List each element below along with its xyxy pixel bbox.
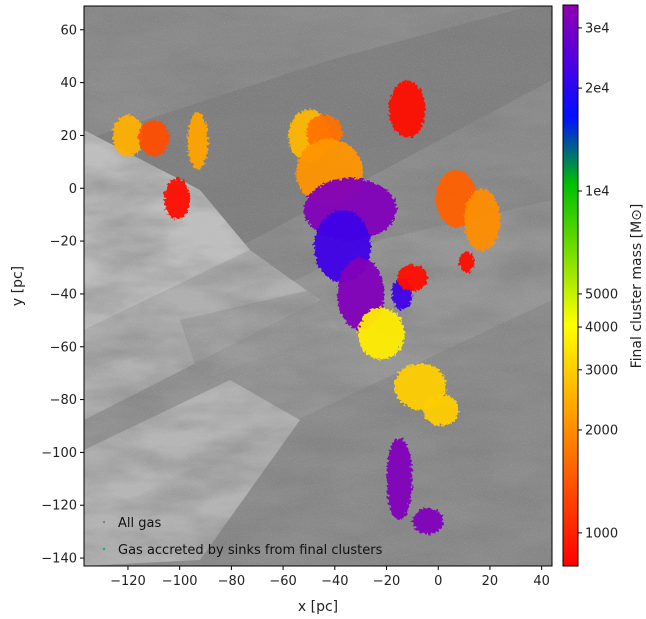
cluster-clump-core bbox=[164, 178, 191, 220]
y-tick-label: −60 bbox=[50, 340, 77, 355]
y-axis-ticks: 60 40 20 0 −20 −40 −60 −80 −100 −120 −140 bbox=[41, 23, 84, 567]
y-tick-label: 0 bbox=[69, 182, 77, 197]
x-tick-label: −120 bbox=[110, 574, 146, 589]
cluster-clump-core bbox=[422, 394, 459, 426]
y-tick-label: −20 bbox=[50, 235, 77, 250]
cluster-clump-core bbox=[386, 437, 413, 521]
colorbar-gradient bbox=[562, 4, 579, 567]
colorbar-tick-label: 5000 bbox=[585, 287, 618, 302]
colorbar-tick-label: 1e4 bbox=[585, 185, 610, 200]
cluster-clump bbox=[187, 112, 209, 170]
cluster-clump-core bbox=[464, 188, 501, 251]
x-tick-label: −20 bbox=[373, 574, 400, 589]
cluster-clump bbox=[386, 437, 413, 521]
cluster-clump-core bbox=[396, 265, 428, 292]
x-tick-label: −60 bbox=[269, 574, 296, 589]
y-tick-label: −120 bbox=[41, 499, 77, 514]
x-axis-label: x [pc] bbox=[298, 599, 338, 615]
y-tick-label: 40 bbox=[60, 76, 77, 91]
colorbar-ticks: 1000 2000 3000 4000 5000 1e4 2e4 3e4 bbox=[578, 21, 618, 541]
cluster-clump-core bbox=[389, 80, 426, 138]
x-tick-label: −40 bbox=[321, 574, 348, 589]
cluster-clump bbox=[396, 265, 428, 292]
x-axis-ticks: −120 −100 −80 −60 −40 −20 0 20 40 bbox=[110, 566, 550, 589]
y-tick-label: 20 bbox=[60, 129, 77, 144]
y-tick-label: 60 bbox=[60, 23, 77, 38]
cluster-clump bbox=[389, 80, 426, 138]
x-tick-label: 20 bbox=[482, 574, 499, 589]
cluster-clump bbox=[164, 178, 191, 220]
cluster-clump bbox=[458, 251, 475, 273]
colorbar-tick-label: 3000 bbox=[585, 363, 618, 378]
gas-background bbox=[84, 6, 552, 566]
y-axis-label: y [pc] bbox=[10, 266, 26, 306]
legend-label-all-gas: All gas bbox=[118, 516, 161, 531]
legend-label-accreted-gas: Gas accreted by sinks from final cluster… bbox=[118, 543, 383, 558]
y-tick-label: −140 bbox=[41, 552, 77, 567]
cluster-clump bbox=[358, 307, 405, 360]
legend: All gas Gas accreted by sinks from final… bbox=[102, 516, 383, 558]
cluster-clump bbox=[412, 508, 444, 535]
x-tick-label: 0 bbox=[434, 574, 442, 589]
cluster-clump-core bbox=[358, 307, 405, 360]
colorbar-label: Final cluster mass [M⊙] bbox=[629, 204, 645, 369]
cluster-clump bbox=[464, 188, 501, 251]
cluster-gas-points bbox=[112, 80, 501, 535]
cluster-clump bbox=[138, 119, 170, 157]
colorbar-tick-label: 1000 bbox=[585, 526, 618, 541]
x-tick-label: −80 bbox=[218, 574, 245, 589]
cluster-clump-core bbox=[112, 114, 144, 157]
cluster-clump-core bbox=[458, 251, 475, 273]
y-tick-label: −40 bbox=[50, 287, 77, 302]
plot-frame bbox=[83, 5, 553, 567]
colorbar-tick-label: 2e4 bbox=[585, 82, 610, 97]
y-tick-label: −80 bbox=[50, 393, 77, 408]
x-tick-label: 40 bbox=[533, 574, 550, 589]
y-tick-label: −100 bbox=[41, 446, 77, 461]
cluster-clump bbox=[422, 394, 459, 426]
colorbar: 1000 2000 3000 4000 5000 1e4 2e4 3e4 Final clus… bbox=[562, 4, 645, 567]
cluster-clump-core bbox=[412, 508, 444, 535]
colorbar-tick-label: 4000 bbox=[585, 321, 618, 336]
colorbar-tick-label: 2000 bbox=[585, 423, 618, 438]
legend-marker-accreted-gas bbox=[102, 547, 106, 551]
x-tick-label: −100 bbox=[162, 574, 198, 589]
legend-marker-all-gas bbox=[102, 520, 106, 524]
cluster-clump-core bbox=[138, 119, 170, 157]
cluster-clump-core bbox=[187, 112, 209, 170]
colorbar-tick-label: 3e4 bbox=[585, 21, 610, 36]
cluster-clump bbox=[112, 114, 144, 157]
